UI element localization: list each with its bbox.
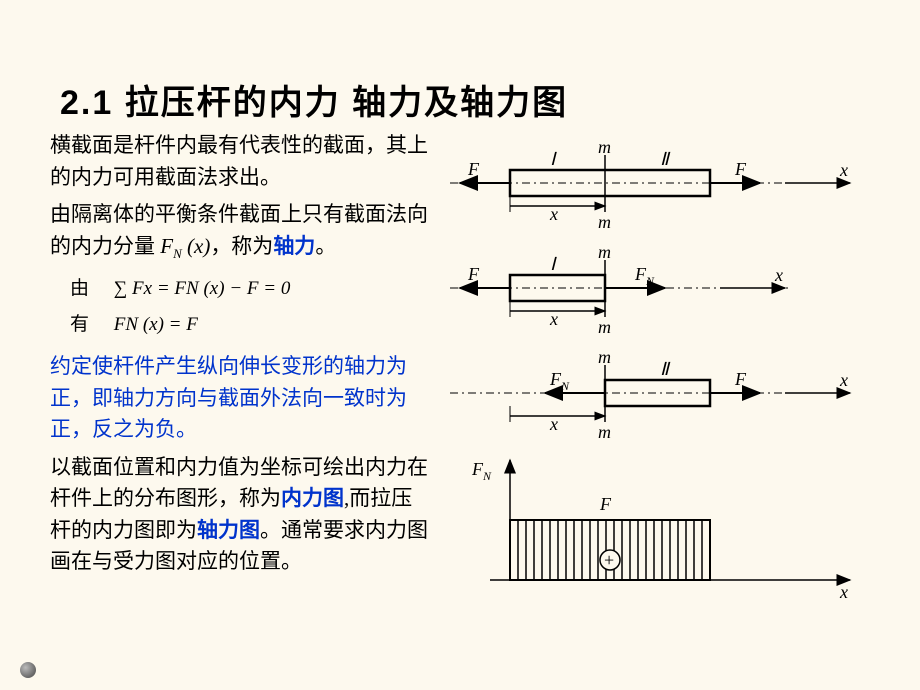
label-I: Ⅰ <box>550 149 557 169</box>
eq2: FN (x) = F <box>114 314 198 335</box>
label-m-bot: m <box>598 212 611 232</box>
equation-block: 由 ∑ Fx = FN (x) − F = 0 有 FN (x) = F <box>70 271 430 343</box>
label-xdim3: x <box>549 414 558 434</box>
slide-bullet <box>20 662 36 678</box>
label-FN: FN <box>634 264 655 288</box>
label-m-top3: m <box>598 347 611 367</box>
label-F-plot: F <box>599 494 612 514</box>
paragraph-2: 由隔离体的平衡条件截面上只有截面法向的内力分量 FN (x)，称为轴力。 <box>50 199 430 263</box>
term-axial-diagram: 轴力图 <box>197 518 260 542</box>
label-F-right: F <box>734 159 747 179</box>
eq1: ∑ Fx = FN (x) − F = 0 <box>114 278 291 299</box>
paragraph-convention: 约定使杆件产生纵向伸长变形的轴力为正，即轴力方向与截面外法向一致时为正，反之为负… <box>50 351 430 446</box>
label-II2: Ⅱ <box>660 359 671 379</box>
fig-bar-right: m m Ⅱ FN F x x <box>450 347 850 442</box>
fig-bar-left: m m Ⅰ F FN x x <box>450 242 790 337</box>
label-m-top2: m <box>598 242 611 262</box>
p2-b: ，称为 <box>210 234 273 258</box>
eq-by: 由 <box>70 278 89 299</box>
label-FN2: FN <box>549 369 570 393</box>
label-F-left: F <box>467 159 480 179</box>
label-F-left2: F <box>467 264 480 284</box>
diagram-region: m m Ⅰ Ⅱ F F x x m m Ⅰ F FN x x <box>450 140 890 640</box>
term-axial-force: 轴力 <box>273 234 315 258</box>
text-column: 横截面是杆件内最有代表性的截面，其上的内力可用截面法求出。 由隔离体的平衡条件截… <box>50 130 430 584</box>
paragraph-4: 以截面位置和内力值为坐标可绘出内力在杆件上的分布图形，称为内力图,而拉压杆的内力… <box>50 452 430 578</box>
plus-sign: + <box>604 550 614 570</box>
section-title: 2.1 拉压杆的内力 轴力及轴力图 <box>60 75 568 124</box>
p2-end: 。 <box>315 234 336 258</box>
label-F-right3: F <box>734 369 747 389</box>
paragraph-1: 横截面是杆件内最有代表性的截面，其上的内力可用截面法求出。 <box>50 130 430 193</box>
label-m-bot3: m <box>598 422 611 442</box>
label-x2: x <box>774 265 783 285</box>
label-m-bot2: m <box>598 317 611 337</box>
label-xdim: x <box>549 204 558 224</box>
eq-you: 有 <box>70 314 89 335</box>
label-II: Ⅱ <box>660 149 671 169</box>
axial-force-diagram: FN x F + <box>471 459 850 602</box>
label-m-top: m <box>598 140 611 157</box>
label-FN-axis: FN <box>471 459 492 483</box>
label-xdim2: x <box>549 309 558 329</box>
fig-bar-full: m m Ⅰ Ⅱ F F x x <box>450 140 850 232</box>
label-x3: x <box>839 370 848 390</box>
label-I2: Ⅰ <box>550 254 557 274</box>
label-x: x <box>839 160 848 180</box>
label-x-axis: x <box>839 582 848 602</box>
term-internal-diagram: 内力图 <box>281 486 344 510</box>
